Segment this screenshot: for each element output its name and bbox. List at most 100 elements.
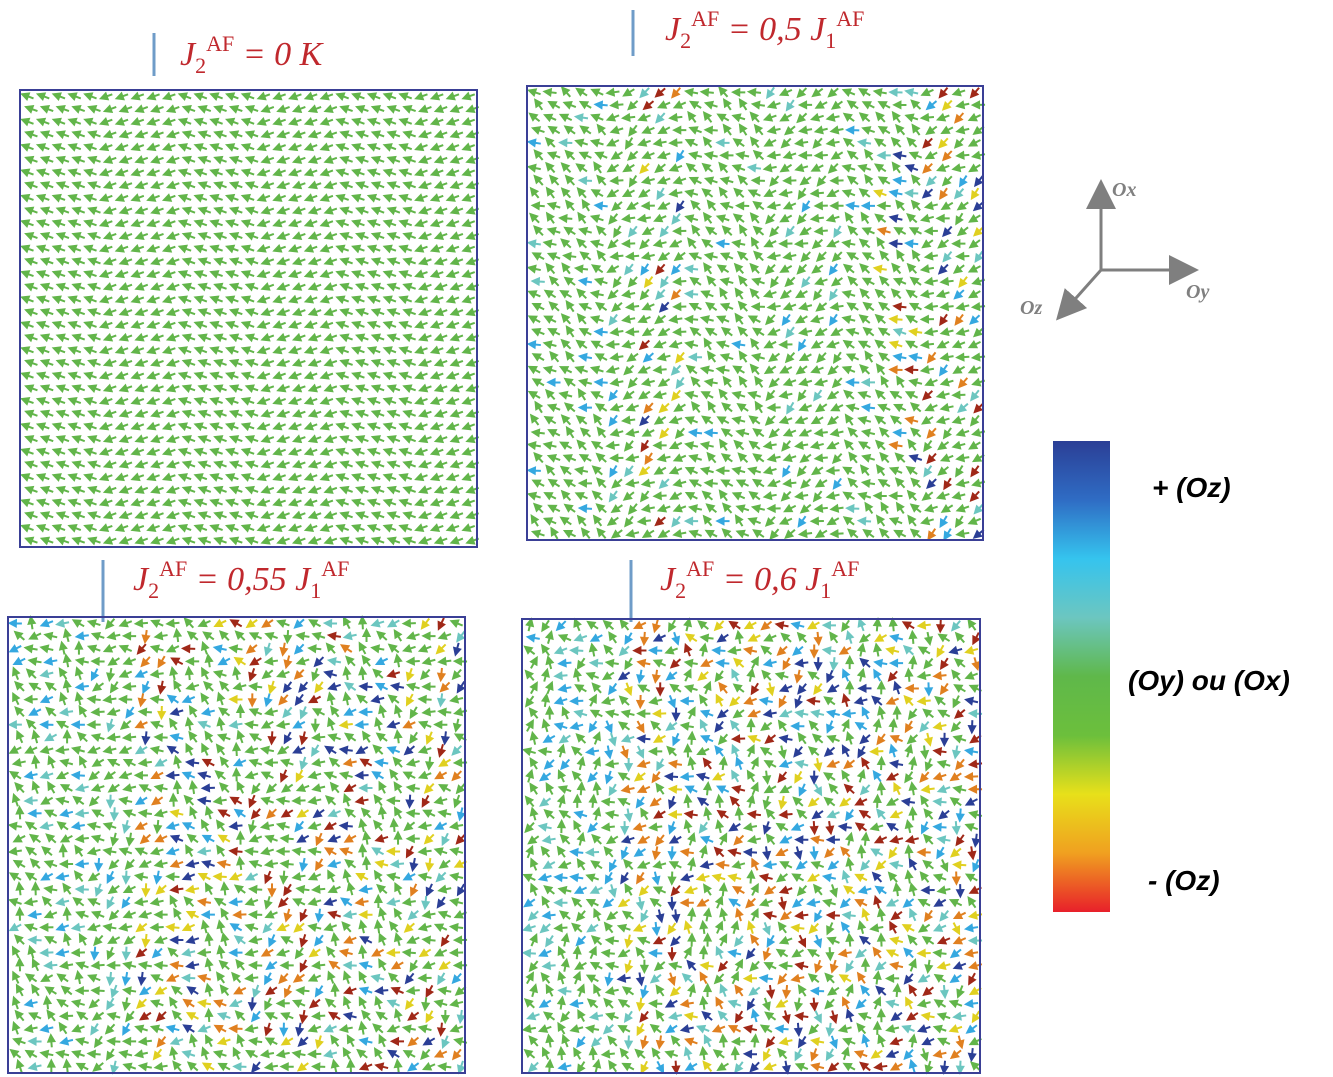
spin-arrow: [393, 830, 403, 845]
spin-arrow: [604, 871, 614, 885]
spin-arrow: [398, 270, 413, 279]
spin-arrow: [366, 473, 381, 482]
spin-arrow: [889, 920, 898, 934]
spin-arrow: [417, 846, 432, 856]
spin-arrow: [905, 996, 914, 1010]
spin-arrow: [589, 365, 604, 375]
spin-arrow: [296, 834, 310, 843]
spin-arrow: [98, 167, 113, 177]
spin-arrow: [658, 301, 670, 313]
spin-arrow: [765, 389, 776, 402]
spin-arrow: [665, 671, 678, 681]
spin-arrow: [299, 933, 309, 948]
spin-arrow: [177, 193, 192, 203]
spin-arrow: [875, 985, 887, 996]
spin-arrow: [524, 669, 535, 681]
spin-arrow: [590, 391, 604, 400]
spin-arrow: [418, 383, 432, 393]
spin-arrow: [102, 358, 117, 367]
spin-arrow: [74, 884, 89, 894]
spin-arrow: [267, 680, 277, 695]
spin-arrow: [51, 346, 66, 355]
spin-arrow: [955, 1060, 965, 1075]
spin-arrow: [939, 859, 949, 873]
spin-arrow: [420, 668, 431, 681]
spin-arrow: [283, 984, 293, 999]
spin-arrow: [888, 718, 898, 733]
spin-arrow: [102, 180, 117, 190]
spin-arrow: [177, 346, 192, 355]
spin-arrow: [169, 733, 184, 743]
spin-arrow: [750, 682, 760, 696]
spin-arrow: [674, 427, 686, 440]
spin-arrow: [461, 218, 476, 228]
spin-arrow: [165, 510, 180, 520]
spin-arrow: [440, 731, 450, 746]
spin-arrow: [351, 92, 365, 102]
spin-arrow: [619, 618, 630, 631]
spin-arrow: [184, 665, 194, 681]
spin-arrow: [721, 528, 733, 539]
spin-arrow: [342, 1046, 352, 1060]
spin-arrow: [276, 922, 290, 932]
spin-arrow: [765, 213, 776, 225]
spin-arrow: [9, 1048, 22, 1059]
spin-arrow: [715, 214, 730, 224]
spin-arrow: [339, 282, 353, 292]
spin-arrow: [398, 346, 413, 355]
spin-arrow: [283, 731, 293, 745]
spin-arrow: [640, 503, 655, 513]
spin-arrow: [260, 180, 275, 190]
spin-arrow: [378, 932, 387, 946]
spin-arrow: [750, 1008, 760, 1023]
spin-arrow: [354, 795, 369, 806]
spin-arrow: [716, 1062, 729, 1071]
spin-arrow: [652, 138, 667, 148]
spin-arrow: [732, 709, 745, 719]
spin-arrow: [762, 658, 777, 668]
spin-arrow: [593, 413, 603, 426]
spin-arrow: [88, 770, 100, 781]
spin-arrow: [196, 947, 212, 958]
spin-arrow: [461, 497, 476, 507]
spin-arrow: [75, 910, 89, 920]
spin-arrow: [731, 860, 746, 870]
spin-arrow: [418, 459, 432, 469]
spin-arrow: [445, 91, 460, 101]
spin-arrow: [78, 704, 88, 718]
spin-arrow: [604, 745, 614, 760]
spin-arrow: [291, 155, 306, 164]
spin-arrow: [250, 1010, 261, 1023]
spin-arrow: [437, 910, 452, 920]
spin-arrow: [763, 633, 777, 642]
spin-arrow: [747, 315, 761, 324]
spin-arrow: [135, 998, 147, 1010]
spin-arrow: [794, 1062, 809, 1072]
spin-arrow: [922, 137, 933, 149]
spin-arrow: [225, 371, 239, 381]
spin-arrow: [860, 859, 871, 872]
spin-arrow: [24, 257, 38, 267]
spin-arrow: [590, 935, 603, 946]
spin-arrow: [840, 846, 851, 858]
spin-arrow: [798, 783, 807, 797]
spin-arrow: [138, 784, 152, 793]
spin-arrow: [169, 884, 184, 894]
spin-arrow: [445, 523, 460, 532]
spin-arrow: [90, 834, 105, 844]
spin-arrow: [600, 797, 615, 807]
spin-arrow: [217, 656, 231, 666]
spin-arrow: [418, 231, 432, 240]
spin-arrow: [31, 957, 41, 972]
spin-arrow: [717, 1010, 729, 1022]
spin-arrow: [636, 734, 651, 744]
spin-arrow: [59, 784, 73, 793]
spin-arrow: [524, 795, 535, 808]
spin-arrow: [215, 971, 226, 984]
spin-arrow: [826, 669, 835, 684]
spin-arrow: [604, 770, 614, 785]
spin-arrow: [228, 308, 243, 317]
spin-arrow: [196, 846, 212, 856]
spin-arrow: [579, 251, 592, 261]
spin-arrow: [548, 275, 560, 287]
